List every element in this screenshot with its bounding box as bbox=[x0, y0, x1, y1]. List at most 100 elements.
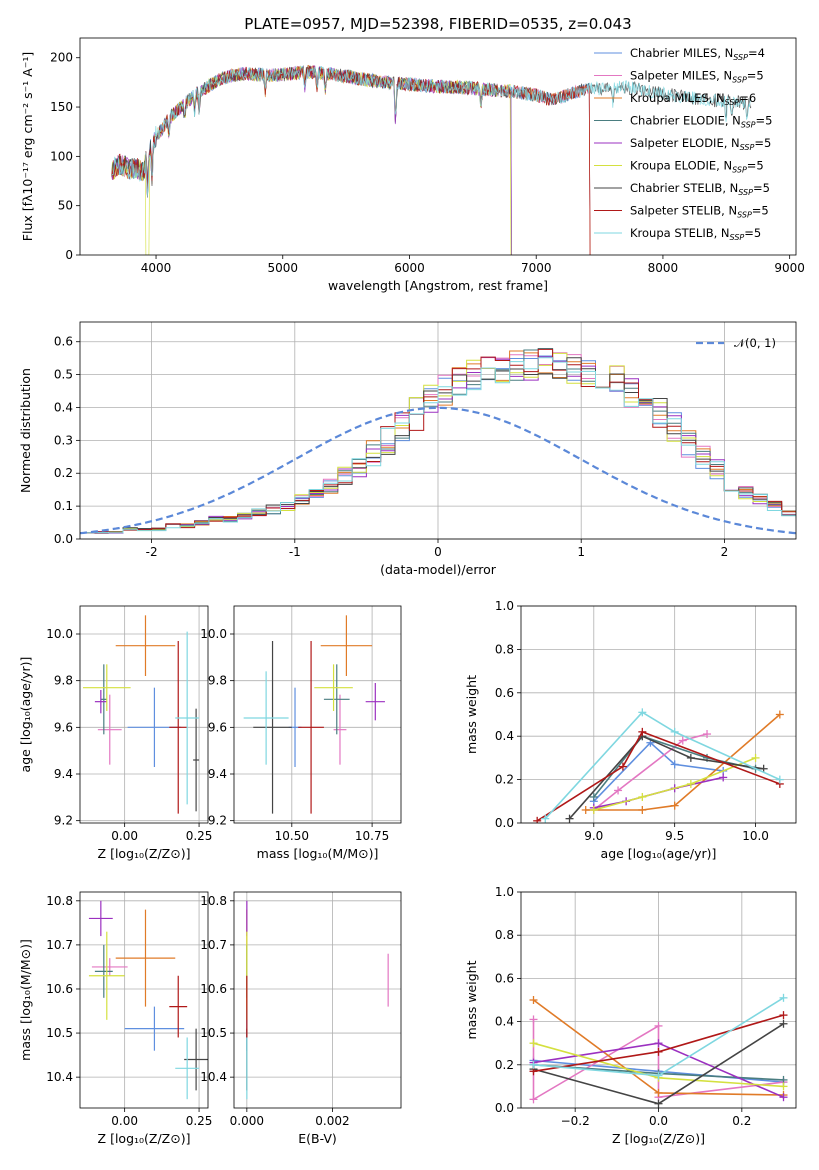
x-tick-label: 9.0 bbox=[584, 829, 603, 843]
x-tick-label: -2 bbox=[146, 545, 158, 559]
y-tick-label: 100 bbox=[50, 149, 73, 163]
y-tick-label: 0.2 bbox=[495, 1058, 514, 1072]
legend-label: 𝒩(0, 1) bbox=[734, 336, 776, 350]
x-tick-label: 10.0 bbox=[742, 829, 769, 843]
x-axis-label: E(B-V) bbox=[298, 1131, 337, 1146]
x-tick-label: -1 bbox=[289, 545, 301, 559]
legend-label: Salpeter STELIB, NSSP=5 bbox=[630, 204, 769, 220]
x-tick-label: 0 bbox=[434, 545, 442, 559]
y-tick-label: 0.4 bbox=[495, 729, 514, 743]
x-tick-label: 1 bbox=[577, 545, 585, 559]
y-tick-label: 10.8 bbox=[46, 894, 73, 908]
normal-curve bbox=[80, 406, 796, 535]
panel-frame bbox=[520, 605, 797, 824]
plot-area bbox=[111, 64, 752, 255]
panel-age-weight: 9.0 9.5 10.0 0.0 0.2 0.4 0.6 0.8 1.0 age [log₁₀(a… bbox=[464, 599, 797, 861]
y-axis-label: Normed distribution bbox=[18, 368, 33, 493]
x-tick-label: 0.000 bbox=[230, 1114, 264, 1128]
x-tick-label: 0.0 bbox=[649, 1114, 668, 1128]
legend-label: Chabrier MILES, NSSP=4 bbox=[630, 46, 765, 62]
x-tick-label: 0.2 bbox=[732, 1114, 751, 1128]
y-tick-label: 0.2 bbox=[495, 773, 514, 787]
y-tick-label: 50 bbox=[58, 199, 73, 213]
y-tick-label: 10.6 bbox=[46, 982, 73, 996]
y-tick-label: 9.4 bbox=[208, 767, 227, 781]
x-tick-label: 10.75 bbox=[355, 829, 389, 843]
x-tick-label: 2 bbox=[721, 545, 729, 559]
plot-area bbox=[243, 615, 385, 814]
y-tick-label: 1.0 bbox=[495, 599, 514, 613]
weight-line bbox=[593, 733, 708, 811]
y-tick-label: 10.5 bbox=[200, 1026, 227, 1040]
x-axis-label: mass [log₁₀(M/M⊙)] bbox=[257, 846, 379, 861]
x-tick-label: 6000 bbox=[394, 261, 425, 275]
x-tick-label: 4000 bbox=[141, 261, 172, 275]
y-tick-label: 10.0 bbox=[46, 627, 73, 641]
y-tick-label: 0.0 bbox=[495, 816, 514, 830]
plot-area bbox=[246, 900, 389, 1100]
weight-line bbox=[532, 1019, 784, 1101]
y-axis-label: mass [log₁₀(M/M⊙)] bbox=[18, 939, 33, 1061]
figure-title: PLATE=0957, MJD=52398, FIBERID=0535, z=0… bbox=[244, 15, 631, 33]
histogram-step bbox=[80, 357, 796, 534]
y-tick-label: 1.0 bbox=[495, 885, 514, 899]
weight-line bbox=[593, 741, 724, 802]
legend-label: Kroupa ELODIE, NSSP=5 bbox=[630, 159, 764, 175]
panel-ebv-mass: 0.000 0.002 10.4 10.5 10.6 10.7 10.8 E(B-V) bbox=[200, 891, 402, 1146]
x-axis-label: age [log₁₀(age/yr)] bbox=[601, 846, 717, 861]
y-tick-label: 10.4 bbox=[46, 1070, 73, 1084]
panel-Z-age: 0.00 0.25 9.2 9.4 9.6 9.8 10.0 Z [log₁₀(Z/Z⊙)] a… bbox=[18, 605, 213, 861]
y-tick-label: 9.2 bbox=[208, 814, 227, 828]
y-tick-label: 0.4 bbox=[54, 400, 73, 414]
spectrum-line bbox=[111, 65, 512, 255]
y-tick-label: 0.4 bbox=[495, 1015, 514, 1029]
panel-frame bbox=[79, 891, 209, 1109]
x-tick-label: 5000 bbox=[267, 261, 298, 275]
x-tick-label: 9.5 bbox=[665, 829, 684, 843]
spectrum-line bbox=[111, 65, 512, 255]
y-tick-label: 0.5 bbox=[54, 368, 73, 382]
y-tick-label: 150 bbox=[50, 100, 73, 114]
panel-residuals: -2 -1 0 1 2 0.0 0.1 0.2 0.3 0.4 0.5 0.6 (data-model)… bbox=[18, 321, 797, 577]
y-axis-label: Flux [fλ10⁻¹⁷ erg cm⁻² s⁻¹ A⁻¹] bbox=[20, 52, 35, 241]
panel-mass-age: 10.50 10.75 9.2 9.4 9.6 9.8 10.0 mass [log₁₀(M/… bbox=[200, 605, 402, 861]
x-tick-label: 0.00 bbox=[111, 1114, 138, 1128]
x-axis-label: Z [log₁₀(Z/Z⊙)] bbox=[98, 846, 191, 861]
x-tick-label: 8000 bbox=[648, 261, 679, 275]
y-tick-label: 0.1 bbox=[54, 499, 73, 513]
panel-frame bbox=[520, 891, 797, 1109]
weight-line bbox=[544, 711, 781, 820]
weight-line bbox=[585, 713, 781, 811]
y-tick-label: 0.3 bbox=[54, 433, 73, 447]
y-tick-label: 10.7 bbox=[200, 938, 227, 952]
x-tick-label: 0.25 bbox=[186, 829, 213, 843]
y-axis-label: mass weight bbox=[464, 675, 479, 754]
y-tick-label: 9.6 bbox=[208, 720, 227, 734]
x-tick-label: 0.00 bbox=[111, 829, 138, 843]
y-tick-label: 9.4 bbox=[54, 767, 73, 781]
y-tick-label: 9.2 bbox=[54, 814, 73, 828]
y-tick-label: 10.4 bbox=[200, 1070, 227, 1084]
y-tick-label: 0.6 bbox=[54, 335, 73, 349]
y-tick-label: 9.8 bbox=[208, 674, 227, 688]
panel-frame bbox=[79, 605, 209, 824]
histogram-step bbox=[80, 348, 796, 534]
panel-spectrum: 4000 5000 6000 7000 8000 9000 0 50 100 150 200 wave… bbox=[20, 37, 805, 293]
x-tick-label: 10.50 bbox=[275, 829, 309, 843]
histogram-step bbox=[80, 348, 796, 534]
y-tick-label: 0.6 bbox=[495, 971, 514, 985]
x-tick-label: −0.2 bbox=[561, 1114, 590, 1128]
panel-Z-mass: 0.00 0.25 10.4 10.5 10.6 10.7 10.8 Z [log₁₀(Z/Z… bbox=[18, 891, 213, 1146]
x-axis-label: Z [log₁₀(Z/Z⊙)] bbox=[612, 1131, 705, 1146]
panel-frame bbox=[79, 37, 797, 256]
y-tick-label: 0.0 bbox=[54, 532, 73, 546]
legend-label: Chabrier ELODIE, NSSP=5 bbox=[630, 114, 772, 130]
plot-area bbox=[88, 900, 208, 1100]
y-tick-label: 10.7 bbox=[46, 938, 73, 952]
panel-frame bbox=[79, 321, 797, 540]
x-axis-label: wavelength [Angstrom, rest frame] bbox=[328, 278, 548, 293]
panel-frame bbox=[233, 605, 402, 824]
y-tick-label: 0.6 bbox=[495, 686, 514, 700]
x-tick-label: 0.25 bbox=[186, 1114, 213, 1128]
